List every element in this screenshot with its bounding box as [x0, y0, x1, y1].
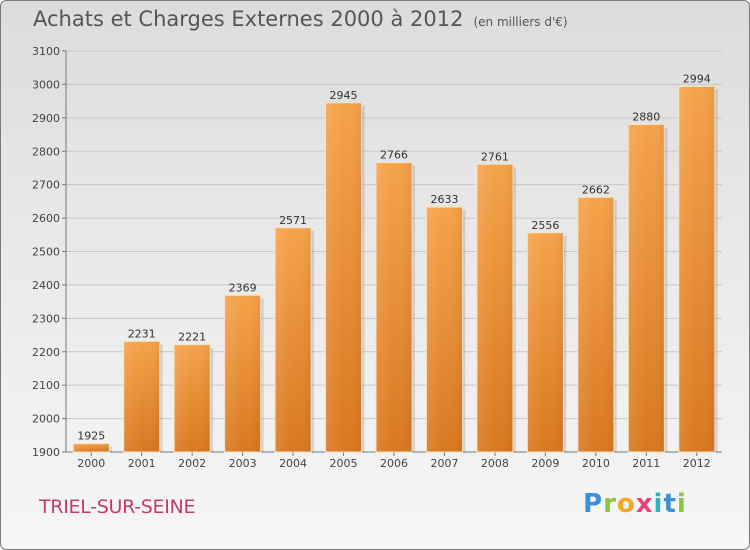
y-tick-label: 2200 [32, 346, 60, 359]
y-tick-label: 2700 [32, 179, 60, 192]
y-tick-label: 2000 [32, 413, 60, 426]
bar-highlight [376, 162, 412, 452]
data-labels: 1925 2231 2221 2369 2571 2945 2766 2633 2761 2556… [77, 72, 711, 442]
logo-letter: r [603, 489, 617, 519]
x-tick-label: 2008 [481, 457, 509, 470]
y-tick-label: 2100 [32, 379, 60, 392]
y-tick-label: 2500 [32, 246, 60, 259]
x-tick-label: 2002 [178, 457, 206, 470]
bar-highlight [325, 102, 362, 452]
y-tick-label: 2400 [32, 279, 60, 292]
proxiti-logo: Proxiti [583, 489, 687, 519]
data-label: 2369 [229, 281, 257, 294]
logo-letter: x [635, 489, 654, 519]
axes: 1900 2000 2100 2200 2300 2400 2500 2600 2700 2800… [32, 45, 722, 470]
bar-highlight [476, 164, 513, 452]
bar-highlight [527, 232, 564, 452]
bars [72, 85, 718, 453]
x-tick-label: 2001 [128, 457, 156, 470]
bar-highlight [123, 341, 160, 452]
x-tick-label: 2003 [229, 457, 257, 470]
y-tick-label: 3100 [32, 45, 60, 58]
data-label: 2880 [632, 111, 660, 124]
logo-letter: i [653, 489, 664, 519]
chart-title: Achats et Charges Externes 2000 à 2012 (e… [33, 7, 568, 31]
y-tick-label: 1900 [32, 446, 60, 459]
commune-name: TRIEL-SUR-SEINE [39, 496, 196, 518]
x-tick-label: 2009 [531, 457, 559, 470]
bar-highlight [275, 227, 312, 452]
y-tick-label: 2900 [32, 112, 60, 125]
y-tick-label: 2600 [32, 212, 60, 225]
x-tick-label: 2012 [683, 457, 711, 470]
data-label: 2231 [128, 327, 156, 340]
chart-title-text: Achats et Charges Externes 2000 à 2012 [33, 7, 464, 31]
y-tick-label: 2300 [32, 312, 60, 325]
data-label: 2633 [430, 193, 458, 206]
data-label: 2766 [380, 149, 408, 162]
data-label: 2994 [683, 72, 711, 85]
bar-highlight [678, 86, 715, 453]
bar-highlight [577, 197, 614, 452]
bar-highlight [628, 124, 665, 453]
bar-highlight [174, 344, 211, 452]
y-tick-label: 2800 [32, 145, 60, 158]
data-label: 2221 [178, 331, 206, 344]
x-tick-label: 2000 [77, 457, 105, 470]
y-tick-label: 3000 [32, 78, 60, 91]
data-label: 2571 [279, 214, 307, 227]
logo-letter: t [663, 489, 677, 519]
data-label: 2945 [330, 89, 358, 102]
x-tick-label: 2006 [380, 457, 408, 470]
data-label: 2556 [531, 219, 559, 232]
x-tick-label: 2005 [330, 457, 358, 470]
data-label: 2662 [582, 183, 610, 196]
bar-highlight [73, 443, 110, 452]
data-label: 1925 [77, 430, 105, 443]
logo-letter: i [676, 489, 687, 519]
chart-subtitle: (en milliers d'€) [473, 15, 568, 29]
x-tick-label: 2004 [279, 457, 307, 470]
logo-letter: o [616, 489, 636, 519]
x-tick-label: 2011 [632, 457, 660, 470]
data-label: 2761 [481, 150, 509, 163]
bar-highlight [426, 207, 463, 452]
x-tick-label: 2010 [582, 457, 610, 470]
logo-letter: P [583, 489, 604, 519]
x-tick-label: 2007 [430, 457, 458, 470]
bar-highlight [224, 295, 261, 452]
